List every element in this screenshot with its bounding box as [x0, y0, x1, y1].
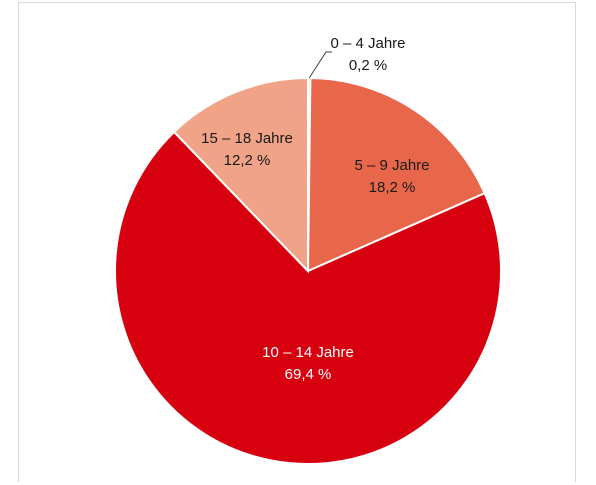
- slice-value-label-2: 18,2 %: [369, 179, 416, 196]
- slice-category-label-4: 15 – 18 Jahre: [201, 130, 293, 147]
- pie-slices: [114, 76, 502, 465]
- pie-slice-4: [172, 76, 309, 274]
- slice-category-label-1: 0 – 4 Jahre: [330, 35, 405, 52]
- pie-slice-3: [114, 130, 502, 465]
- slice-value-label-3: 69,4 %: [285, 366, 332, 383]
- slice-value-label-4: 12,2 %: [224, 152, 271, 169]
- slice-category-label-3: 10 – 14 Jahre: [262, 344, 354, 361]
- slice-value-label-1: 0,2 %: [349, 57, 387, 74]
- leader-line-1: [308, 51, 332, 79]
- slice-labels: 0 – 4 Jahre 0,2 % 5 – 9 Jahre 18,2 % 10 – 14…: [201, 35, 429, 383]
- slice-category-label-2: 5 – 9 Jahre: [354, 157, 429, 174]
- pie-slice-2: [306, 77, 486, 273]
- chart-frame: [18, 2, 576, 482]
- leader-lines: [308, 51, 332, 79]
